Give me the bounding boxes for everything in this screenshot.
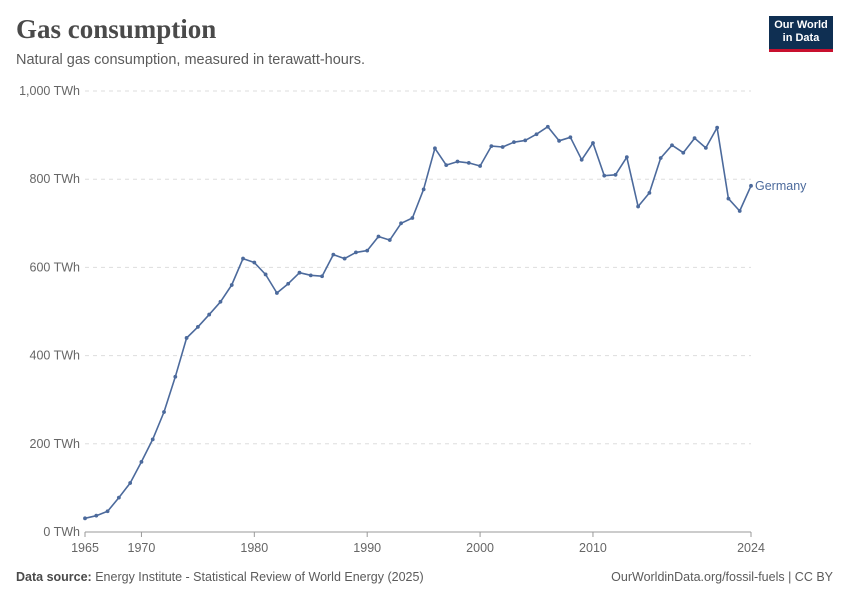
data-point[interactable] bbox=[229, 283, 234, 287]
data-point[interactable] bbox=[670, 143, 674, 148]
x-tick-label: 2000 bbox=[466, 541, 494, 555]
logo-line-2: in Data bbox=[782, 31, 820, 44]
y-tick-label: 1,000 TWh bbox=[19, 84, 80, 98]
y-tick-label: 600 TWh bbox=[30, 260, 81, 274]
data-point[interactable] bbox=[613, 172, 618, 177]
data-point[interactable] bbox=[647, 190, 652, 195]
data-point[interactable] bbox=[263, 272, 268, 277]
data-point[interactable] bbox=[387, 238, 392, 242]
data-point[interactable] bbox=[252, 260, 257, 265]
data-point[interactable] bbox=[568, 135, 573, 140]
data-point[interactable] bbox=[545, 124, 550, 129]
logo-line-1: Our World bbox=[774, 19, 828, 31]
x-tick-label: 1990 bbox=[353, 541, 381, 555]
data-point[interactable] bbox=[128, 481, 133, 485]
data-point[interactable] bbox=[737, 209, 742, 213]
data-point[interactable] bbox=[749, 183, 753, 188]
data-point[interactable] bbox=[433, 146, 437, 151]
data-point[interactable] bbox=[218, 299, 223, 304]
data-point[interactable] bbox=[715, 125, 720, 130]
data-point[interactable] bbox=[523, 138, 528, 143]
chart-title: Gas consumption bbox=[16, 14, 217, 44]
data-source-label: Data source: bbox=[16, 570, 92, 584]
data-point[interactable] bbox=[320, 274, 324, 279]
chart-subtitle: Natural gas consumption, measured in ter… bbox=[16, 52, 365, 68]
data-point[interactable] bbox=[399, 221, 403, 226]
data-point[interactable] bbox=[116, 495, 121, 500]
y-tick-label: 200 TWh bbox=[30, 437, 81, 451]
data-point[interactable] bbox=[466, 160, 471, 165]
data-point[interactable] bbox=[286, 281, 291, 286]
data-point[interactable] bbox=[489, 144, 494, 149]
data-point[interactable] bbox=[150, 437, 155, 442]
data-point[interactable] bbox=[534, 132, 539, 137]
data-source: Data source: Energy Institute - Statisti… bbox=[16, 570, 424, 584]
data-point[interactable] bbox=[421, 187, 426, 192]
data-point[interactable] bbox=[195, 325, 200, 329]
data-point[interactable] bbox=[297, 270, 302, 275]
url-license[interactable]: OurWorldinData.org/fossil-fuels | CC BY bbox=[611, 570, 833, 584]
data-point[interactable] bbox=[241, 256, 245, 261]
data-point[interactable] bbox=[624, 155, 629, 160]
y-tick-label: 400 TWh bbox=[30, 349, 81, 363]
data-point[interactable] bbox=[331, 252, 336, 257]
x-tick-label: 2010 bbox=[579, 541, 607, 555]
x-tick-label: 1965 bbox=[71, 541, 99, 555]
data-point[interactable] bbox=[579, 157, 584, 162]
x-tick-label: 2024 bbox=[737, 541, 765, 555]
data-point[interactable] bbox=[105, 509, 110, 514]
data-point[interactable] bbox=[478, 164, 482, 168]
data-point[interactable] bbox=[173, 374, 178, 379]
data-point[interactable] bbox=[94, 513, 99, 518]
data-point[interactable] bbox=[308, 273, 313, 278]
x-tick-label: 1970 bbox=[128, 541, 156, 555]
data-point[interactable] bbox=[658, 156, 663, 160]
y-tick-label: 0 TWh bbox=[43, 525, 80, 539]
data-point[interactable] bbox=[636, 204, 641, 209]
data-point[interactable] bbox=[500, 145, 505, 149]
data-point[interactable] bbox=[342, 256, 347, 261]
data-point[interactable] bbox=[602, 173, 607, 178]
data-point[interactable] bbox=[410, 216, 415, 220]
data-point[interactable] bbox=[726, 196, 731, 201]
data-point[interactable] bbox=[444, 163, 449, 167]
data-point[interactable] bbox=[692, 136, 697, 141]
owid-logo[interactable]: Our World in Data bbox=[769, 16, 833, 52]
data-point[interactable] bbox=[681, 150, 686, 155]
data-point[interactable] bbox=[591, 141, 595, 145]
data-point[interactable] bbox=[274, 291, 279, 295]
data-point[interactable] bbox=[184, 336, 189, 340]
data-point[interactable] bbox=[455, 159, 460, 164]
data-point[interactable] bbox=[365, 248, 370, 253]
data-point[interactable] bbox=[703, 145, 708, 150]
data-point[interactable] bbox=[512, 140, 516, 145]
series-label[interactable]: Germany bbox=[755, 179, 807, 193]
data-point[interactable] bbox=[354, 250, 358, 255]
data-point[interactable] bbox=[557, 138, 562, 143]
data-point[interactable] bbox=[376, 234, 381, 239]
x-tick-label: 1980 bbox=[240, 541, 268, 555]
data-point[interactable] bbox=[207, 312, 212, 317]
data-point[interactable] bbox=[162, 410, 166, 414]
y-tick-label: 800 TWh bbox=[30, 172, 81, 186]
series-line-germany[interactable] bbox=[84, 125, 752, 520]
data-point[interactable] bbox=[139, 459, 144, 464]
data-source-text[interactable]: Energy Institute - Statistical Review of… bbox=[95, 570, 424, 584]
data-point[interactable] bbox=[83, 516, 87, 521]
